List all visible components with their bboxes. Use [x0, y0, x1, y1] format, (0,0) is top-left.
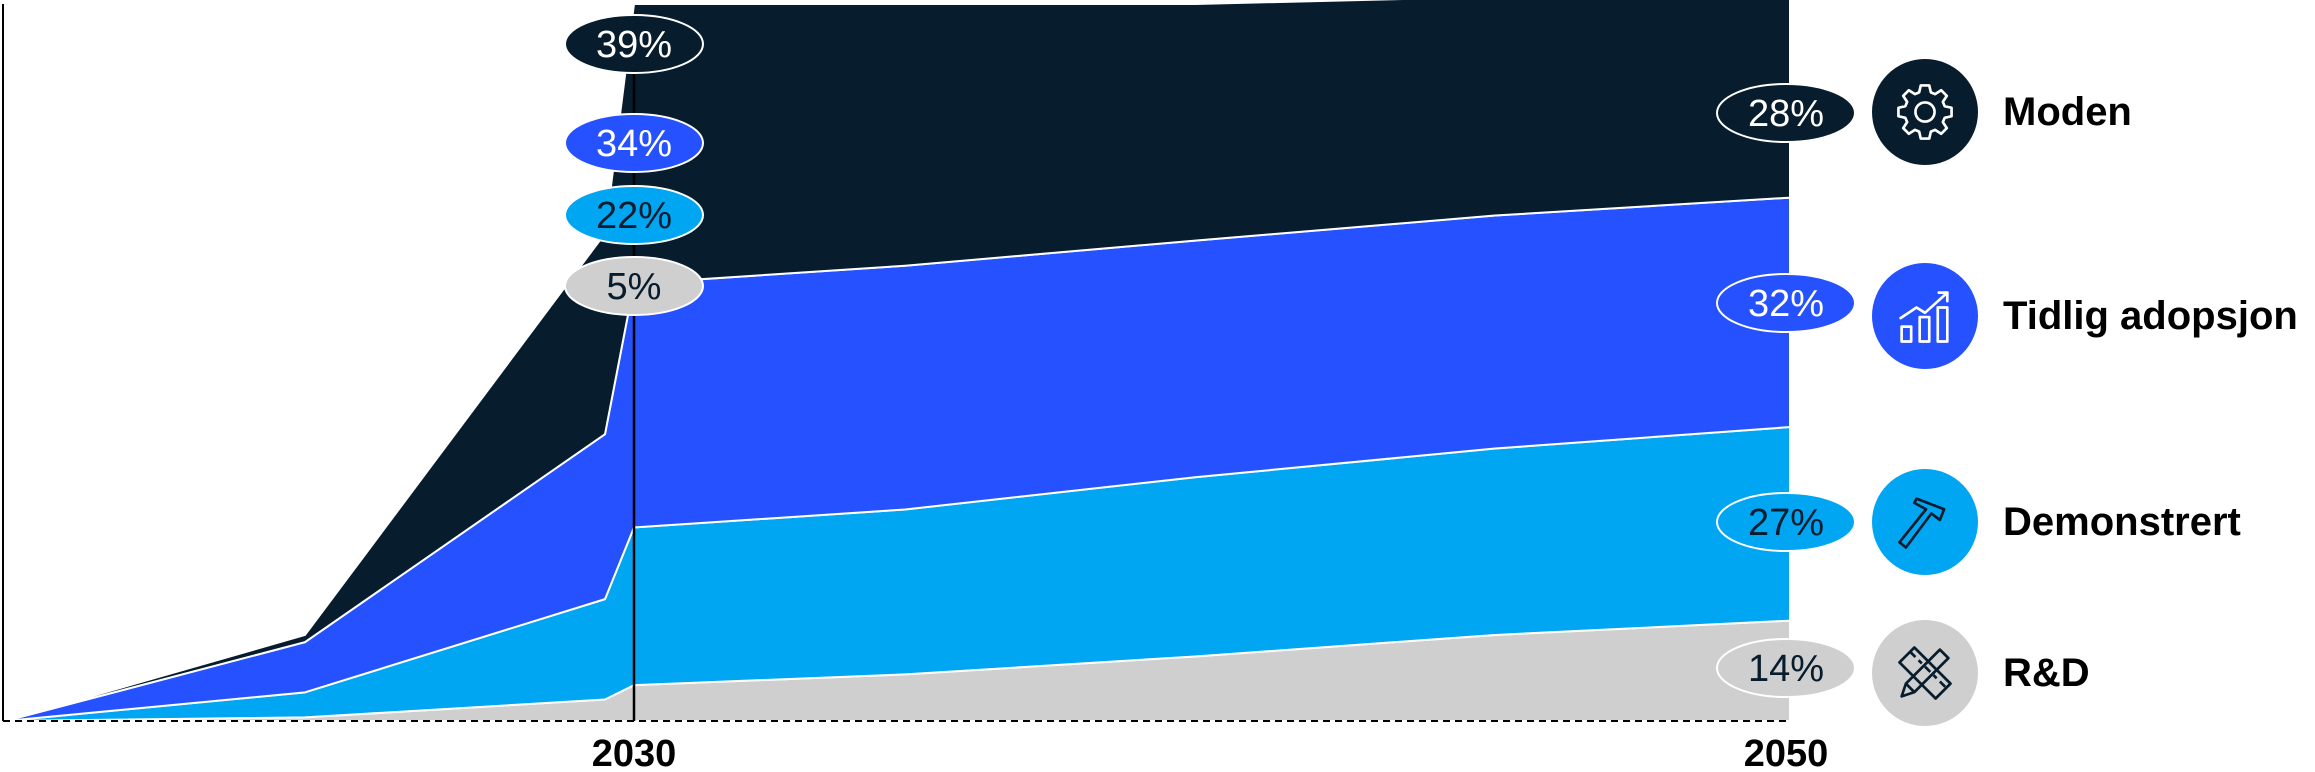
legend-label: R&D: [2003, 650, 2090, 695]
svg-text:22%: 22%: [596, 195, 672, 237]
legend-icon-r-and-d: [1872, 620, 1978, 726]
chart-areas: [4, 0, 1791, 722]
svg-text:14%: 14%: [1748, 648, 1824, 690]
legend-item-r-and-d: R&D: [1872, 620, 2090, 726]
svg-text:5%: 5%: [607, 266, 662, 308]
hammer-icon: [1898, 497, 1946, 549]
value-labels: 5% 14% 22% 27% 34% 32% 39% 28%: [564, 14, 1856, 698]
legend-item-moden: Moden: [1872, 59, 2132, 165]
value-label-2050: 14%: [1716, 638, 1856, 698]
value-label-2050: 27%: [1716, 492, 1856, 552]
svg-text:32%: 32%: [1748, 283, 1824, 325]
legend-label: Demonstrert: [2003, 499, 2241, 544]
legend-item-tidlig-adopsjon: Tidlig adopsjon: [1872, 263, 2298, 369]
legend-label: Tidlig adopsjon: [2003, 293, 2298, 338]
legend-icon-tidlig-adopsjon: [1872, 263, 1978, 369]
x-tick-label: 2030: [592, 733, 677, 772]
legend-icon-demonstrert: [1872, 469, 1978, 575]
svg-text:28%: 28%: [1748, 93, 1824, 135]
legend-icon-moden: [1872, 59, 1978, 165]
value-label-2030: 5%: [564, 256, 704, 316]
legend-item-demonstrert: Demonstrert: [1872, 469, 2241, 575]
ruler-pencil-icon: [1898, 646, 1952, 700]
legend-label: Moden: [2003, 89, 2132, 134]
bar-chart-growth-icon: [1899, 291, 1949, 343]
value-label-2030: 34%: [564, 113, 704, 173]
value-label-2050: 32%: [1716, 273, 1856, 333]
gear-icon: [1897, 84, 1953, 140]
value-label-2050: 28%: [1716, 83, 1856, 143]
value-label-2030: 22%: [564, 185, 704, 245]
svg-text:39%: 39%: [596, 24, 672, 66]
svg-text:27%: 27%: [1748, 502, 1824, 544]
svg-text:34%: 34%: [596, 123, 672, 165]
x-tick-label: 2050: [1744, 733, 1829, 772]
value-label-2030: 39%: [564, 14, 704, 74]
